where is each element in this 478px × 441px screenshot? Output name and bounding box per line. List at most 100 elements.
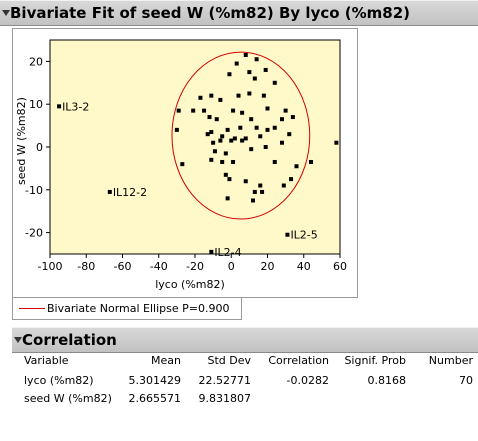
row-variable: lyco (%m82) <box>24 374 94 387</box>
row-variable: seed W (%m82) <box>24 392 112 405</box>
data-point <box>254 125 259 130</box>
data-point <box>209 249 214 254</box>
data-point <box>263 67 268 72</box>
data-point <box>243 136 248 141</box>
row-correlation: -0.0282 <box>286 374 329 387</box>
x-tick-label: 20 <box>261 260 275 273</box>
data-point <box>225 127 230 132</box>
data-point <box>309 159 313 164</box>
plot-legend: Bivariate Normal Ellipse P=0.900 <box>12 298 242 320</box>
data-point <box>261 93 266 98</box>
data-point <box>334 140 339 145</box>
data-point <box>212 149 217 154</box>
data-point <box>220 159 225 164</box>
y-tick-label: -10 <box>25 184 43 197</box>
data-point <box>209 130 214 135</box>
density-ellipse <box>171 51 311 220</box>
data-point <box>272 125 277 130</box>
data-point <box>240 110 245 115</box>
correlation-report-header[interactable]: Correlation <box>12 327 478 353</box>
data-point <box>223 172 228 177</box>
x-tick-label: -20 <box>186 260 204 273</box>
data-point <box>218 97 223 102</box>
x-tick-label: -80 <box>77 260 95 273</box>
y-tick-label: 20 <box>29 55 43 68</box>
fit-report-title: Bivariate Fit of seed W (%m82) By lyco (… <box>10 4 411 22</box>
data-point <box>249 117 254 122</box>
correlation-report-title: Correlation <box>22 331 117 349</box>
header-std-dev: Std Dev <box>207 354 251 367</box>
data-point <box>289 177 294 182</box>
data-point <box>247 70 252 75</box>
x-axis-label: lyco (%m82) <box>155 278 225 291</box>
data-point <box>281 183 286 188</box>
data-point <box>209 93 214 98</box>
data-point <box>252 189 257 194</box>
data-point <box>232 136 237 141</box>
row-mean: 5.301429 <box>128 374 182 387</box>
data-point <box>209 157 214 162</box>
data-point <box>240 138 245 143</box>
data-point <box>272 159 277 164</box>
data-point <box>231 159 236 164</box>
data-point <box>191 108 196 113</box>
disclosure-triangle-icon[interactable] <box>14 329 22 353</box>
row-std-dev: 22.52771 <box>198 374 252 387</box>
y-tick-label: -20 <box>25 227 43 240</box>
data-point <box>227 177 232 182</box>
data-point <box>174 127 179 132</box>
data-point <box>260 189 265 194</box>
data-point <box>223 151 228 156</box>
x-tick-label: 40 <box>297 260 311 273</box>
data-point <box>272 80 277 85</box>
data-point <box>243 179 248 184</box>
data-point <box>243 52 248 57</box>
ellipse-legend-label: Bivariate Normal Ellipse P=0.900 <box>47 302 230 315</box>
data-point <box>294 164 299 169</box>
header-correlation: Correlation <box>268 354 329 367</box>
data-point <box>263 145 268 149</box>
fit-report-header[interactable]: Bivariate Fit of seed W (%m82) By lyco (… <box>0 0 478 26</box>
data-point <box>231 108 236 113</box>
data-point <box>258 134 263 139</box>
data-point <box>251 198 255 203</box>
data-point <box>234 61 239 66</box>
data-point <box>107 189 112 194</box>
header-mean: Mean <box>151 354 181 367</box>
data-point <box>252 76 257 81</box>
y-axis-label: seed W (%m82) <box>15 97 28 185</box>
data-point <box>202 108 207 113</box>
x-tick-label: 60 <box>333 260 347 273</box>
row-number: 70 <box>459 374 473 387</box>
plot-frame: -100 -80 -60 -40 -20 0 20 40 60 -20 -10 0 10 20 lyco (… <box>12 28 358 298</box>
data-point <box>214 117 219 122</box>
data-point <box>285 232 290 237</box>
data-point <box>280 140 284 145</box>
data-point <box>207 115 212 120</box>
data-point <box>258 183 263 188</box>
header-number: Number <box>428 354 473 367</box>
data-point <box>265 127 270 132</box>
header-variable: Variable <box>24 354 69 367</box>
data-point <box>236 93 241 98</box>
data-point <box>290 115 295 120</box>
data-point <box>227 72 232 77</box>
row-mean: 2.665571 <box>128 392 182 405</box>
data-point <box>198 95 203 100</box>
data-point <box>205 132 210 137</box>
data-point <box>218 138 223 143</box>
x-tick-label: 0 <box>228 260 235 273</box>
data-point <box>247 91 252 96</box>
y-tick-label: 10 <box>29 98 43 111</box>
row-signif-prob: 0.8168 <box>367 374 407 387</box>
point-label: IL2-5 <box>290 229 317 242</box>
x-tick-label: -60 <box>114 260 132 273</box>
data-point <box>211 140 216 145</box>
point-label: IL2-4 <box>214 246 241 259</box>
data-point <box>283 108 288 113</box>
data-point <box>180 162 185 167</box>
data-point <box>176 108 181 113</box>
y-tick-label: 0 <box>36 141 43 154</box>
disclosure-triangle-icon[interactable] <box>2 2 10 26</box>
